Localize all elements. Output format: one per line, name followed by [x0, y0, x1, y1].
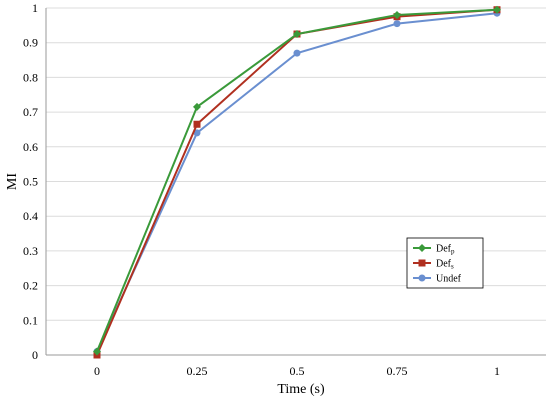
- legend: Defp Defs Undef: [406, 237, 484, 289]
- data-point: [193, 102, 201, 111]
- x-tick-label: 0.75: [387, 364, 408, 378]
- series-defp: [93, 5, 501, 356]
- series-line: [96, 12, 498, 352]
- data-point: [493, 5, 501, 14]
- y-tick-label: 0.5: [23, 175, 38, 189]
- data-point: [393, 20, 401, 28]
- axes: [45, 8, 546, 356]
- legend-label: Defp: [436, 244, 455, 256]
- legend-swatch-marker: [418, 244, 426, 252]
- gridlines: [46, 7, 546, 321]
- legend-item: Defs: [413, 259, 454, 271]
- series-undef: [93, 9, 501, 356]
- y-tick-label: 0.9: [23, 36, 38, 50]
- y-tick-label: 0: [32, 348, 38, 362]
- x-tick-labels: 0 0.25 0.5 0.75 1: [94, 364, 500, 378]
- legend-swatch-marker: [418, 259, 426, 267]
- y-tick-label: 0.3: [23, 244, 38, 258]
- legend-label: Undef: [436, 274, 462, 285]
- x-tick-label: 1: [494, 364, 500, 378]
- legend-swatch-marker: [418, 274, 426, 282]
- series-lines: [93, 5, 501, 359]
- y-tick-label: 0.7: [23, 105, 38, 119]
- y-tick-label: 1: [32, 1, 38, 15]
- legend-item: Undef: [413, 274, 462, 285]
- data-point: [293, 49, 301, 57]
- y-tick-label: 0.2: [23, 279, 38, 293]
- y-tick-label: 0.1: [23, 313, 38, 327]
- y-tick-label: 0.4: [23, 209, 38, 223]
- data-point: [193, 129, 201, 137]
- series-line: [96, 8, 498, 356]
- x-tick-label: 0.5: [290, 364, 305, 378]
- x-tick-label: 0: [94, 364, 100, 378]
- x-axis-title: Time (s): [277, 382, 325, 397]
- series-line: [96, 8, 498, 352]
- data-point: [293, 30, 301, 39]
- y-axis-title: MI: [5, 173, 20, 190]
- legend-item: Defp: [413, 244, 455, 256]
- x-tick-label: 0.25: [187, 364, 208, 378]
- y-tick-label: 0.6: [23, 140, 38, 154]
- data-point: [393, 10, 401, 19]
- legend-label: Defs: [436, 259, 454, 271]
- series-defs: [93, 6, 501, 359]
- data-point: [93, 347, 101, 356]
- y-tick-label: 0.8: [23, 70, 38, 84]
- y-tick-labels: 0 0.1 0.2 0.3 0.4 0.5 0.6 0.7 0.8 0.9 1: [23, 1, 38, 362]
- data-point: [193, 120, 201, 128]
